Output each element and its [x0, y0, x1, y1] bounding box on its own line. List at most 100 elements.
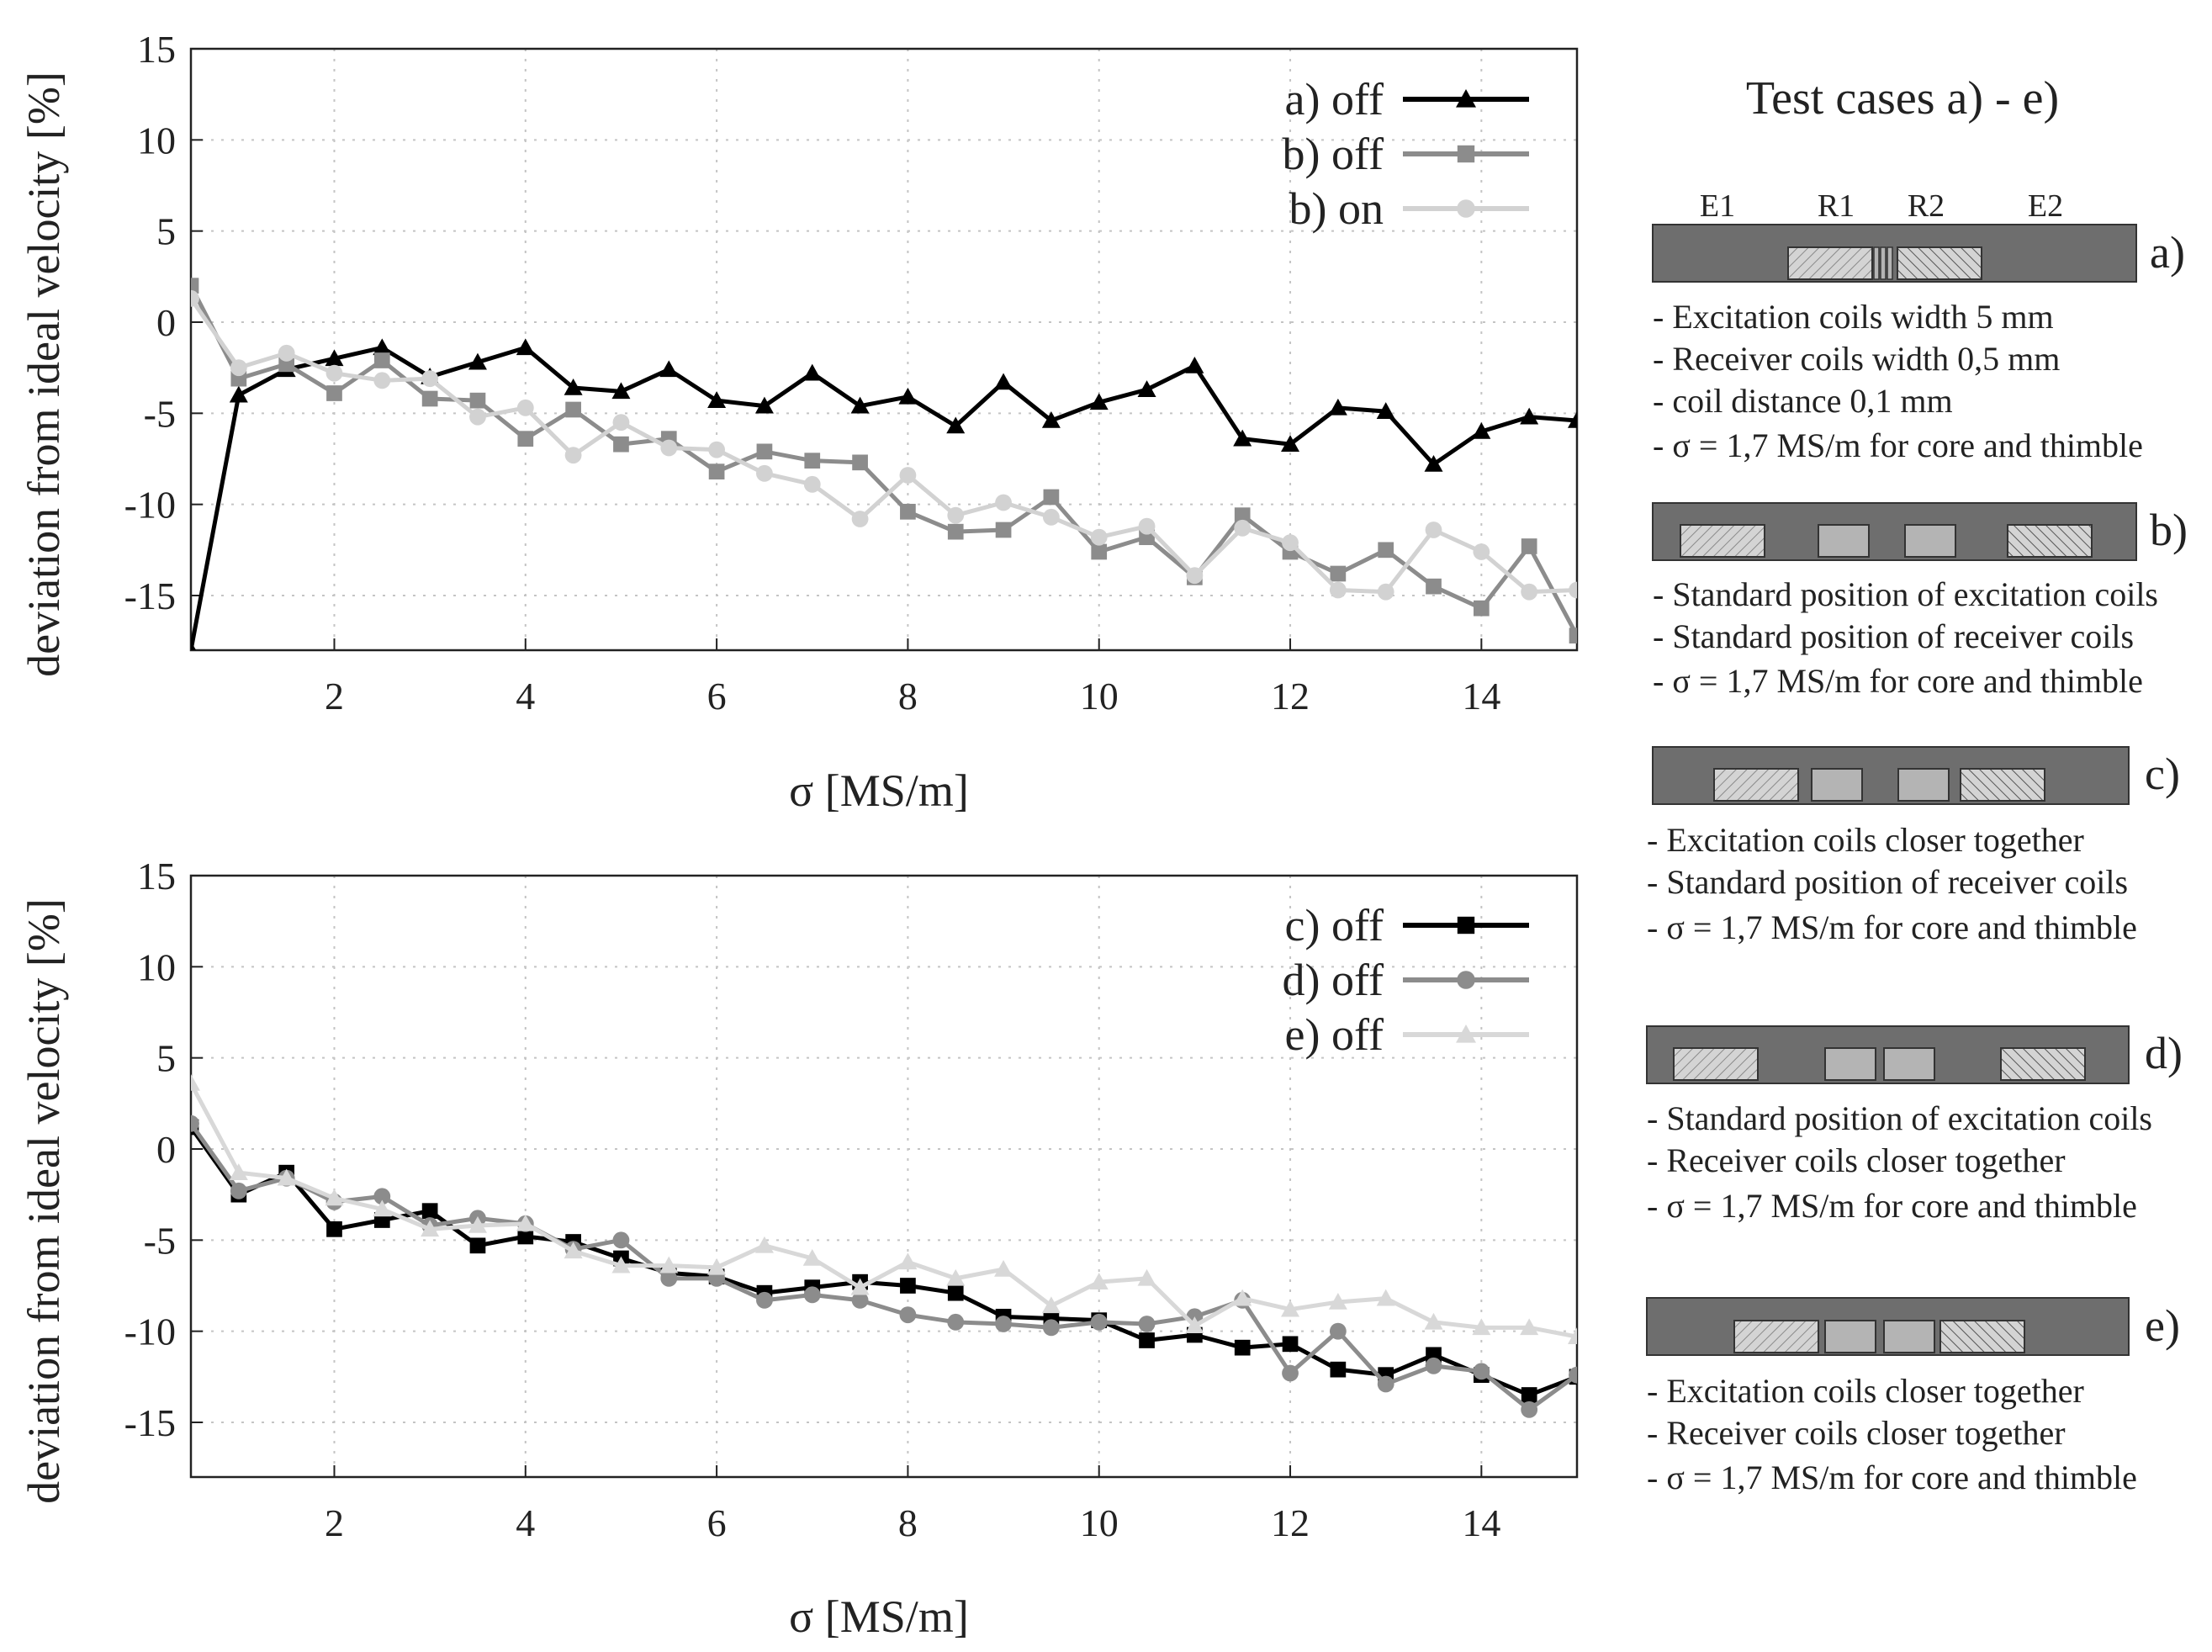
data-point-e-off	[468, 1216, 487, 1233]
x-tick-label: 6	[707, 1501, 727, 1544]
data-point-b-on	[1425, 522, 1442, 538]
data-point-c-off	[1330, 1361, 1347, 1378]
y-tick-label: 15	[137, 855, 176, 897]
data-point-b-on	[995, 494, 1012, 511]
data-point-a-off	[1089, 393, 1109, 410]
data-point-b-on	[612, 414, 630, 432]
case-desc-line: - Standard position of receiver coils	[1647, 863, 2128, 901]
data-point-a-off	[1233, 429, 1252, 447]
data-point-e-off	[898, 1252, 918, 1270]
data-point-e-off	[421, 1220, 440, 1237]
excitation-coil-e1	[1680, 524, 1765, 558]
data-point-a-off	[946, 416, 966, 434]
data-point-c-off	[1282, 1336, 1299, 1353]
data-point-a-off	[229, 385, 248, 403]
legend-label-b-on: b) on	[1289, 183, 1384, 234]
data-point-a-off	[659, 360, 679, 378]
series-line-b-off	[191, 284, 1577, 637]
x-tick-label: 6	[707, 675, 727, 717]
excitation-coil-e1	[1733, 1320, 1819, 1353]
data-point-b-on	[708, 441, 726, 458]
data-point-d-off	[612, 1231, 630, 1249]
series-line-c-off	[191, 1125, 1577, 1397]
x-tick-label: 14	[1462, 675, 1500, 717]
data-point-b-on	[1377, 583, 1394, 601]
legend-label-d-off: d) off	[1283, 955, 1384, 1005]
y-tick-label: 5	[156, 210, 176, 253]
series-line-e-off	[191, 1082, 1577, 1339]
data-point-b-off	[373, 352, 390, 368]
data-point-e-off	[516, 1214, 535, 1231]
data-point-e-off	[1137, 1268, 1156, 1286]
case-desc-line: - σ = 1,7 MS/m for core and thimble	[1653, 662, 2143, 700]
data-point-a-off	[1041, 411, 1061, 428]
data-point-d-off	[756, 1291, 773, 1309]
x-tick-label: 2	[325, 1501, 344, 1544]
data-point-b-on	[1090, 528, 1108, 546]
chart-top-plot-frame	[189, 47, 1579, 652]
data-point-e-off	[277, 1168, 296, 1186]
case-desc-line: - σ = 1,7 MS/m for core and thimble	[1647, 908, 2137, 946]
data-point-b-on	[230, 359, 247, 377]
data-point-a-off	[802, 363, 822, 381]
data-point-a-off	[1424, 455, 1443, 472]
data-point-b-on	[1186, 567, 1204, 585]
legend-marker-b-on	[1457, 199, 1475, 218]
data-point-e-off	[850, 1278, 870, 1295]
data-point-b-on	[421, 370, 439, 388]
x-tick-label: 12	[1271, 675, 1310, 717]
data-point-a-off	[1520, 407, 1539, 425]
x-tick-label: 14	[1462, 1501, 1500, 1544]
data-point-d-off	[1377, 1375, 1394, 1393]
data-point-b-off	[947, 523, 964, 540]
data-point-c-off	[900, 1278, 916, 1294]
case-desc-line: - Excitation coils closer together	[1647, 1372, 2084, 1410]
data-point-a-off	[373, 338, 392, 356]
coil-label-e1: E1	[1700, 188, 1735, 224]
case-desc-line: - σ = 1,7 MS/m for core and thimble	[1653, 426, 2143, 464]
legend-label-a-off: a) off	[1285, 74, 1384, 124]
case-desc-line: - Receiver coils width 0,5 mm	[1653, 340, 2060, 378]
coil-label-e2: E2	[2028, 188, 2063, 224]
data-point-b-off	[517, 431, 534, 447]
data-point-e-off	[1328, 1293, 1347, 1310]
receiver-coil-r2	[1897, 768, 1950, 802]
case-letter: d)	[2145, 1028, 2183, 1078]
data-point-d-off	[660, 1269, 678, 1287]
data-point-a-off	[191, 641, 197, 650]
data-point-a-off	[325, 349, 344, 367]
receiver-coil-r2	[1904, 524, 1956, 558]
case-desc-line: - Excitation coils closer together	[1647, 821, 2084, 859]
excitation-coil-e2	[1897, 246, 1982, 280]
data-point-b-on	[1569, 581, 1577, 599]
test-cases-panel: Test cases a) - e) E1 R1 R2 E2 a) - Exci…	[1646, 72, 2188, 1496]
data-point-b-on	[1234, 519, 1252, 537]
data-point-b-off	[469, 392, 486, 409]
data-point-e-off	[707, 1258, 727, 1275]
case-desc-line: - Receiver coils closer together	[1647, 1414, 2066, 1452]
data-point-b-off	[326, 385, 342, 401]
data-point-b-on	[947, 506, 965, 524]
legend-marker-b-off	[1457, 145, 1475, 163]
data-point-b-on	[325, 364, 343, 382]
data-point-e-off	[1281, 1300, 1300, 1317]
y-tick-label: -5	[144, 1219, 176, 1262]
case-letter: b)	[2150, 505, 2188, 555]
data-point-e-off	[754, 1236, 774, 1253]
chart-bottom-xlabel: σ [MS/m]	[789, 1591, 969, 1642]
series-line-b-on	[191, 297, 1577, 595]
data-point-e-off	[1041, 1296, 1061, 1314]
data-point-d-off	[1425, 1357, 1442, 1374]
data-point-b-off	[565, 401, 581, 418]
chart-top-xlabel: σ [MS/m]	[789, 765, 969, 816]
case-desc-line: - Receiver coils closer together	[1647, 1141, 2066, 1179]
receiver-coil-r1	[1824, 1320, 1876, 1353]
data-point-b-on	[1473, 543, 1490, 560]
case-desc-line: - σ = 1,7 MS/m for core and thimble	[1647, 1459, 2137, 1496]
y-tick-label: 0	[156, 301, 176, 344]
y-tick-label: -15	[124, 574, 176, 617]
series-line-a-off	[191, 345, 1577, 650]
data-point-a-off	[850, 396, 870, 414]
case-desc-line: - Excitation coils width 5 mm	[1653, 298, 2054, 336]
